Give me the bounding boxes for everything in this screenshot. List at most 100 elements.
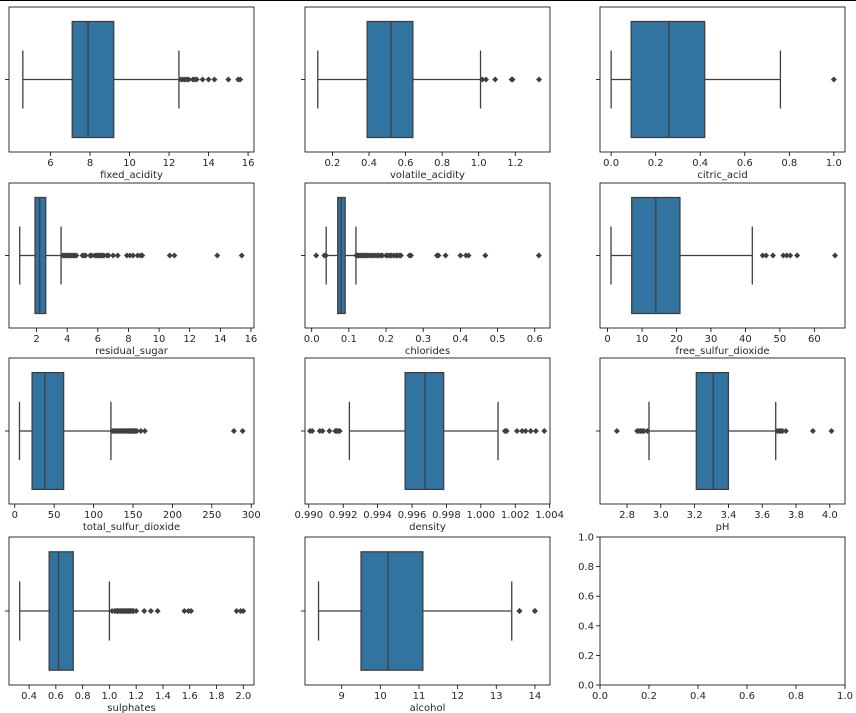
outlier-point bbox=[130, 252, 137, 259]
outlier-point bbox=[73, 252, 80, 259]
x-tick-label: 200 bbox=[163, 510, 182, 521]
x-tick-label: 0.2 bbox=[648, 158, 664, 169]
outlier-point bbox=[237, 76, 244, 83]
outlier-point bbox=[832, 252, 839, 259]
outlier-point bbox=[830, 76, 837, 83]
axes-frame bbox=[8, 357, 255, 505]
x-tick-label: 3.8 bbox=[788, 510, 804, 521]
x-tick-label: 12 bbox=[183, 334, 196, 345]
x-tick-label: 8 bbox=[87, 158, 93, 169]
x-tick-label: 2.8 bbox=[619, 510, 635, 521]
x-tick-label: 1.0 bbox=[471, 158, 487, 169]
x-axis-label: pH bbox=[716, 522, 730, 533]
x-tick-label: 1.2 bbox=[507, 158, 523, 169]
x-tick-label: 16 bbox=[242, 158, 255, 169]
outlier-point bbox=[535, 252, 542, 259]
x-axis-label: citric_acid bbox=[697, 170, 747, 181]
x-tick-label: 1.2 bbox=[128, 691, 144, 702]
x-tick-label: 20 bbox=[670, 334, 683, 345]
x-tick-label: 2.0 bbox=[235, 691, 251, 702]
x-tick-label: 0.8 bbox=[781, 158, 797, 169]
outlier-point bbox=[141, 428, 148, 434]
x-tick-label: 30 bbox=[705, 334, 718, 345]
outlier-point bbox=[110, 252, 117, 259]
subplot-density: 0.990 0.992 0.994 0.996 0.998 1.000 1.002 1.004… bbox=[294, 357, 564, 533]
x-tick-label: 0.4 bbox=[690, 691, 706, 702]
outlier-point bbox=[763, 252, 770, 259]
outlier-point bbox=[199, 76, 206, 83]
x-tick-label: 0.0 bbox=[603, 158, 619, 169]
box-iqr bbox=[31, 371, 65, 491]
outlier-point bbox=[397, 252, 404, 259]
subplot-residual-sugar: 2 4 6 8 10 12 14 16 residual_sugar bbox=[5, 182, 257, 357]
x-tick-label: 14 bbox=[529, 691, 542, 702]
x-tick-label: 0.996 bbox=[398, 510, 427, 521]
x-tick-label: 150 bbox=[123, 510, 142, 521]
outlier-point bbox=[238, 252, 245, 259]
outlier-point bbox=[513, 428, 520, 434]
outlier-point bbox=[188, 608, 195, 614]
x-tick-label: 14 bbox=[214, 334, 227, 345]
outlier-point bbox=[828, 428, 835, 434]
x-tick-label: 9 bbox=[339, 691, 345, 702]
x-tick-label: 0.6 bbox=[48, 691, 64, 702]
axes-frame bbox=[304, 182, 551, 329]
outlier-point bbox=[509, 76, 516, 83]
x-tick-label: 1.4 bbox=[155, 691, 171, 702]
x-tick-label: 8 bbox=[125, 334, 131, 345]
subplot-free-sulfur-dioxide: 0 10 20 30 40 50 60 free_sulfur_dioxide bbox=[596, 182, 846, 357]
x-tick-label: 0 bbox=[604, 334, 610, 345]
outlier-point bbox=[522, 428, 529, 434]
y-tick-label: 1.0 bbox=[578, 533, 594, 544]
axes-frame bbox=[8, 536, 255, 686]
outlier-point bbox=[88, 252, 95, 259]
outlier-point bbox=[123, 252, 130, 259]
axes-frame bbox=[599, 182, 846, 329]
x-tick-label: 10 bbox=[374, 691, 387, 702]
x-tick-label: 13 bbox=[490, 691, 503, 702]
x-tick-label: 1.8 bbox=[209, 691, 225, 702]
x-tick-label: 0.6 bbox=[739, 691, 755, 702]
x-axis-label: density bbox=[409, 522, 446, 533]
outlier-point bbox=[309, 428, 316, 434]
axes-frame bbox=[8, 6, 255, 153]
x-tick-label: 0.0 bbox=[592, 691, 608, 702]
outlier-point bbox=[779, 428, 786, 434]
x-tick-label: 100 bbox=[84, 510, 103, 521]
box-iqr bbox=[695, 371, 730, 491]
x-tick-label: 0.4 bbox=[452, 334, 468, 345]
x-tick-label: 10 bbox=[153, 334, 166, 345]
outlier-point bbox=[644, 428, 651, 434]
outlier-point bbox=[783, 252, 790, 259]
outlier-point bbox=[319, 428, 326, 434]
box-iqr bbox=[630, 20, 706, 139]
x-tick-label: 3.4 bbox=[720, 510, 736, 521]
y-tick-label: 0.8 bbox=[578, 562, 594, 573]
x-tick-label: 0.994 bbox=[363, 510, 392, 521]
x-tick-label: 1.000 bbox=[467, 510, 496, 521]
x-tick-label: 1.0 bbox=[826, 158, 842, 169]
axes-frame bbox=[599, 6, 846, 153]
outlier-point bbox=[407, 252, 414, 259]
x-tick-label: 0.6 bbox=[527, 334, 543, 345]
box-iqr bbox=[366, 20, 414, 139]
subplot-fixed-acidity: 6 8 10 12 14 16 fixed_acidity bbox=[5, 6, 255, 181]
axes-frame bbox=[304, 536, 551, 686]
box-iqr bbox=[48, 551, 74, 671]
x-tick-label: 0.992 bbox=[329, 510, 358, 521]
outlier-point bbox=[114, 252, 121, 259]
x-tick-label: 50 bbox=[48, 510, 61, 521]
x-axis-label: alcohol bbox=[410, 703, 446, 713]
x-tick-label: 0.4 bbox=[692, 158, 708, 169]
outlier-point bbox=[536, 76, 543, 83]
x-tick-label: 0.1 bbox=[341, 334, 357, 345]
outlier-point bbox=[483, 76, 490, 83]
outlier-point bbox=[82, 252, 89, 259]
x-tick-label: 50 bbox=[774, 334, 787, 345]
subplot-alcohol: 9 10 11 12 13 14 alcohol bbox=[301, 536, 551, 713]
outlier-point bbox=[239, 428, 246, 434]
subplot-empty: 0.0 0.2 0.4 0.6 0.8 1.0 0.0 0.2 0.4 0.6 0.8 1.0 bbox=[578, 533, 853, 703]
outlier-point bbox=[214, 252, 221, 259]
x-tick-label: 1.0 bbox=[837, 691, 853, 702]
outlier-point bbox=[442, 252, 449, 259]
